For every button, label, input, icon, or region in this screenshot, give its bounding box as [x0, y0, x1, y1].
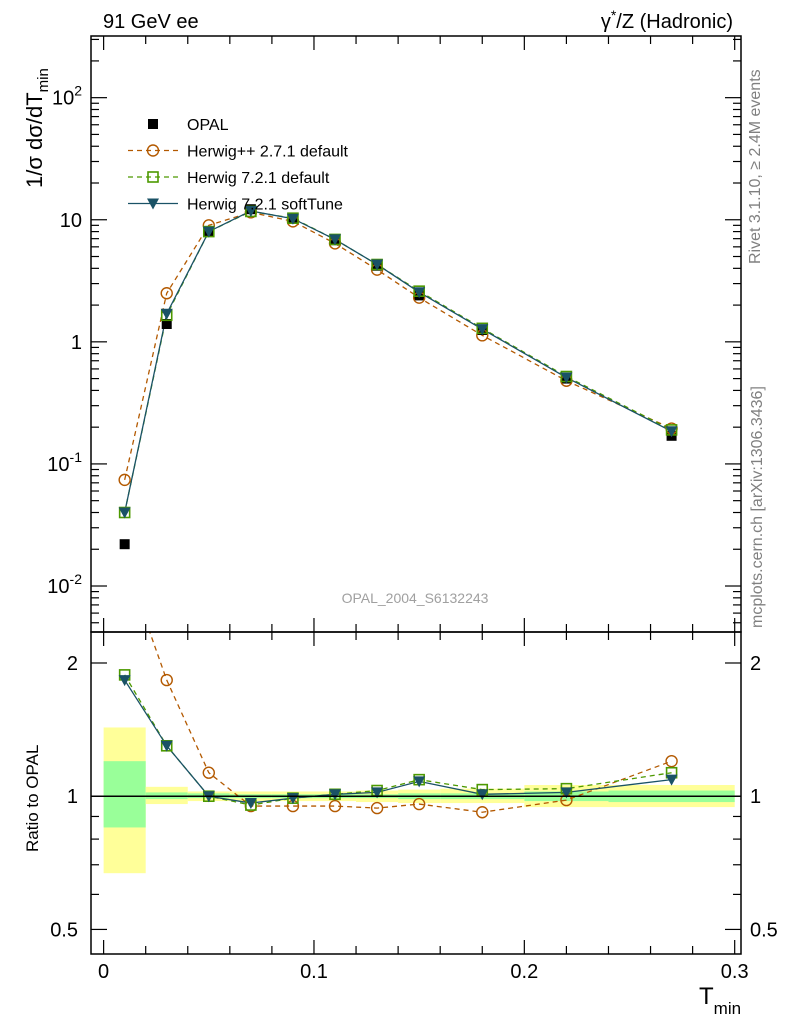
main-point-s3-10 [665, 426, 678, 438]
ratio-panel-frame [90, 631, 742, 955]
legend-label-0: OPAL [187, 117, 229, 134]
main-point-s1-1 [160, 287, 173, 300]
legend-label-2: Herwig 7.2.1 default [187, 170, 330, 187]
main-line-series-3 [124, 210, 672, 513]
ratio-point-s3-10 [665, 774, 678, 786]
xtick-label-3: 0.3 [721, 961, 749, 983]
x-axis-label: Tmin [699, 983, 741, 1018]
main-ytick-label-3: 10 [60, 210, 82, 232]
main-y-axis-label: 1/σ dσ/dTmin [22, 68, 52, 188]
ratio-ytick-label-left-2: 2 [67, 653, 78, 675]
side-text-bottom: mcplots.cern.ch [arXiv:1306.3436] [749, 386, 766, 628]
ratio-point-s3-7 [413, 776, 426, 788]
ratio-ytick-label-left-1: 1 [67, 786, 78, 808]
legend-marker-0 [148, 119, 158, 129]
legend-label-1: Herwig++ 2.7.1 default [187, 144, 349, 161]
ratio-point-s3-0 [118, 675, 131, 687]
axes: 10-2 10-1 1 10 102 0.5 0.5 1 1 2 2 0 0.1 0.2 0.3 [47, 36, 778, 983]
header-left: 91 GeV ee [103, 11, 199, 33]
legend: OPAL Herwig++ 2.7.1 default Herwig 7.2.1 d… [128, 117, 349, 214]
ratio-point-s1-6 [370, 801, 384, 815]
main-point-s3-0 [118, 507, 131, 519]
main-line-series-2 [124, 210, 672, 513]
ratio-point-s1-10 [665, 754, 678, 768]
main-point-s3-5 [329, 234, 342, 246]
main-ytick-label-4: 102 [52, 83, 82, 110]
legend-marker-2 [147, 171, 159, 183]
main-point-s3-8 [476, 324, 489, 336]
ratio-point-s1-1 [160, 673, 173, 687]
main-ytick-label-0: 10-2 [47, 571, 82, 598]
ratio-band-stat-0 [103, 761, 146, 828]
ratio-ytick-label-left-0: 0.5 [50, 919, 78, 941]
ratio-ytick-label-right-0: 0.5 [750, 919, 778, 941]
ratio-ytick-label-right-2: 2 [750, 653, 761, 675]
main-point-s3-9 [560, 372, 573, 384]
legend-marker-3 [147, 198, 159, 210]
xtick-label-2: 0.2 [510, 961, 538, 983]
main-ytick-label-2: 1 [71, 332, 82, 354]
main-point-s3-6 [371, 259, 384, 271]
ratio-point-s1-7 [412, 797, 426, 811]
ratio-y-axis-label: Ratio to OPAL [23, 745, 42, 852]
main-point-s3-1 [160, 308, 173, 320]
ratio-ytick-label-right-1: 1 [750, 786, 761, 808]
ratio-point-s3-9 [560, 787, 573, 799]
ratio-point-s1-8 [476, 806, 489, 819]
legend-label-3: Herwig 7.2.1 softTune [187, 197, 343, 214]
xtick-label-1: 0.1 [300, 961, 328, 983]
ratio-point-s1-0 [119, 556, 130, 567]
main-point-s3-4 [286, 213, 299, 225]
main-series [118, 204, 678, 550]
ratio-point-s3-1 [160, 740, 173, 752]
main-point-s0-0 [119, 539, 130, 550]
analysis-label: OPAL_2004_S6132243 [342, 590, 489, 606]
main-line-series-1 [124, 211, 672, 481]
ratio-point-s3-8 [476, 789, 489, 801]
ratio-point-s1-2 [202, 766, 215, 779]
main-ytick-label-1: 10-1 [47, 449, 82, 476]
ratio-line-series-2 [124, 674, 672, 806]
xtick-label-0: 0 [98, 961, 109, 983]
side-text-top: Rivet 3.1.10, ≥ 2.4M events [747, 69, 764, 264]
ratio-point-s3-5 [329, 789, 342, 801]
main-point-s3-2 [202, 226, 215, 238]
main-point-s3-3 [244, 205, 257, 217]
main-point-s1-0 [118, 473, 131, 487]
main-point-s0-1 [161, 318, 172, 329]
ratio-point-s3-3 [244, 798, 257, 810]
main-point-s3-7 [413, 287, 426, 299]
legend-marker-1 [146, 144, 160, 157]
ratio-line-series-1 [149, 632, 672, 813]
ratio-point-s1-5 [328, 799, 342, 813]
header-right: γ*/Z (Hadronic) [601, 7, 733, 33]
ratio-point-s3-6 [371, 787, 384, 799]
